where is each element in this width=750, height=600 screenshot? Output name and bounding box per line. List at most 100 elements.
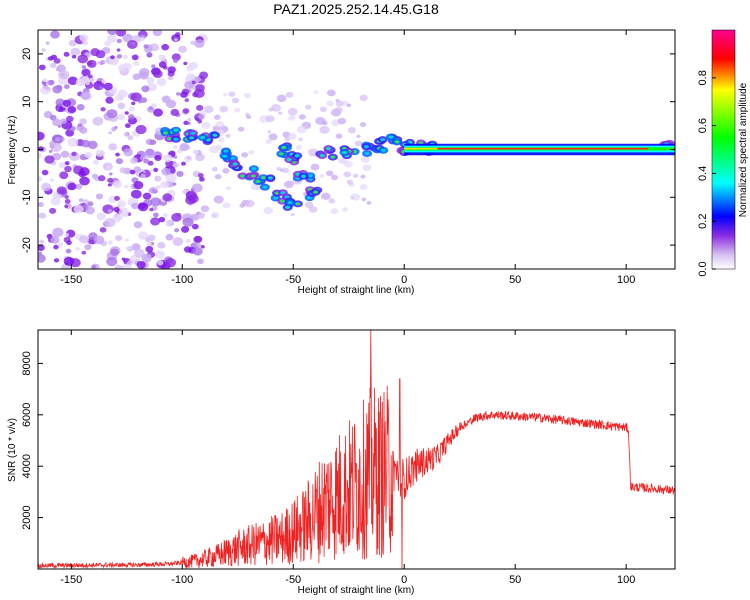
- spectrogram-cell: [122, 54, 129, 60]
- spectrogram-cell: [50, 197, 61, 206]
- spectrogram-cell: [189, 136, 195, 140]
- spectrogram-cell: [243, 92, 251, 99]
- spectrogram-cell: [194, 76, 202, 83]
- spectrogram-cell: [115, 152, 120, 157]
- spectrogram-cell: [359, 94, 368, 102]
- spectrogram-cell: [172, 182, 177, 186]
- spectrogram-cell: [38, 254, 46, 263]
- spectrogram-cell: [55, 98, 65, 107]
- spectrogram-cell: [76, 103, 85, 111]
- snr-series-line: [38, 330, 675, 569]
- spectrogram-cell: [78, 198, 84, 202]
- colorbar: 0.0 0.2 0.4 0.6 0.8 Normalized spectral ampl…: [697, 29, 749, 277]
- spectrogram-cell: [102, 204, 114, 214]
- spectrogram-cell: [267, 130, 272, 134]
- spectrogram-cell: [58, 70, 70, 80]
- spectrogram-cell: [339, 157, 349, 165]
- spectrogram-cell: [117, 113, 125, 121]
- spectrogram-cell: [346, 179, 353, 185]
- spectrogram-cell: [38, 64, 46, 71]
- spectrogram-cell: [181, 161, 186, 166]
- spectrogram-cell: [128, 106, 135, 112]
- spectrogram-cell: [45, 41, 50, 45]
- spectrogram-cell: [228, 91, 236, 97]
- spectrogram-cell: [50, 62, 57, 69]
- spectrogram-cell: [197, 119, 203, 124]
- spectrogram-cell: [163, 154, 173, 163]
- spectrogram-cell: [45, 86, 51, 92]
- spectrogram-cell: [146, 241, 152, 247]
- spectrogram-cell: [77, 123, 83, 127]
- spectrogram-cell: [225, 133, 231, 138]
- spectrogram-cell: [244, 199, 255, 208]
- spectrogram-cell: [279, 199, 285, 203]
- spectrogram-cell: [39, 239, 45, 244]
- spectrogram-cell: [91, 173, 99, 179]
- spectrogram-cell: [149, 169, 153, 173]
- spectrogram-cell: [330, 208, 339, 215]
- spectrogram-cell: [128, 114, 135, 120]
- spectrogram-cell: [133, 181, 144, 190]
- spectrogram-cell: [153, 212, 159, 218]
- spectrogram-cell: [315, 117, 326, 125]
- spectrogram-cell: [108, 143, 118, 151]
- spectrogram-cell: [203, 105, 214, 114]
- spectrogram-cell: [38, 146, 44, 152]
- spectrogram-cell: [114, 264, 124, 269]
- spectrogram-cell: [325, 170, 334, 177]
- spectrogram-cell: [114, 195, 120, 201]
- spectrogram-cell: [127, 260, 134, 266]
- spectrogram-cell: [130, 157, 138, 164]
- spectrogram-cell: [187, 194, 199, 204]
- spectrogram-cell: [347, 127, 357, 134]
- spectrogram-cell: [182, 217, 194, 227]
- spectrogram-cell: [255, 179, 261, 184]
- spectrogram-cell: [145, 245, 154, 253]
- spectrogram-cell: [366, 200, 372, 205]
- spectrogram-cell: [62, 99, 72, 107]
- spectrogram-cell: [195, 242, 201, 248]
- spectrogram-cell: [131, 202, 139, 210]
- spectrogram-cell: [222, 154, 228, 158]
- spectrogram-cell: [278, 152, 284, 156]
- spectrogram-cell: [210, 211, 220, 219]
- spectrogram-cell: [325, 147, 331, 151]
- spectrogram-cell: [154, 175, 162, 182]
- spectrogram-cell: [219, 105, 229, 113]
- spectrogram-cell: [117, 102, 126, 110]
- spectrogram-cell: [53, 244, 59, 250]
- spectrogram-cell: [104, 218, 116, 228]
- spectrogram-cell: [245, 112, 250, 117]
- spectrogram-cell: [142, 192, 152, 200]
- spectrogram-cell: [342, 100, 349, 106]
- x-tick-label: 50: [509, 274, 521, 286]
- spectrogram-cell: [132, 73, 141, 81]
- spectrogram-cell: [162, 193, 173, 202]
- spectrogram-cell: [330, 155, 336, 159]
- spectrogram-cell: [164, 258, 176, 268]
- spectrogram-cell: [187, 117, 192, 122]
- y-tick-label: 10: [21, 96, 33, 108]
- colorbar-tick-label: 0.8: [697, 70, 709, 85]
- spectrogram-cell: [197, 113, 205, 120]
- spectrogram-cell: [183, 120, 189, 125]
- spectrogram-cell: [92, 159, 100, 165]
- spectrogram-cell: [124, 123, 131, 129]
- colorbar-tick-label: 0.4: [697, 166, 709, 181]
- y-tick-label: 8000: [21, 351, 33, 375]
- spectrogram-cell: [283, 180, 294, 189]
- spectrogram-cell: [79, 235, 90, 244]
- spectrogram-cell: [71, 151, 77, 157]
- spectrogram-cell: [290, 213, 295, 217]
- spectrogram-cell: [113, 206, 120, 213]
- spectrogram-cell: [107, 183, 112, 187]
- spectrogram-cell: [360, 174, 366, 179]
- spectrogram-cell: [55, 137, 61, 142]
- spectrogram-cell: [153, 167, 159, 172]
- spectrogram-cell: [380, 138, 386, 142]
- spectrogram-cell: [106, 34, 117, 43]
- spectrogram-cell: [67, 182, 77, 191]
- carrier-band-core: [404, 147, 438, 150]
- spectrogram-cell: [38, 176, 43, 182]
- spectrogram-cell: [57, 124, 62, 128]
